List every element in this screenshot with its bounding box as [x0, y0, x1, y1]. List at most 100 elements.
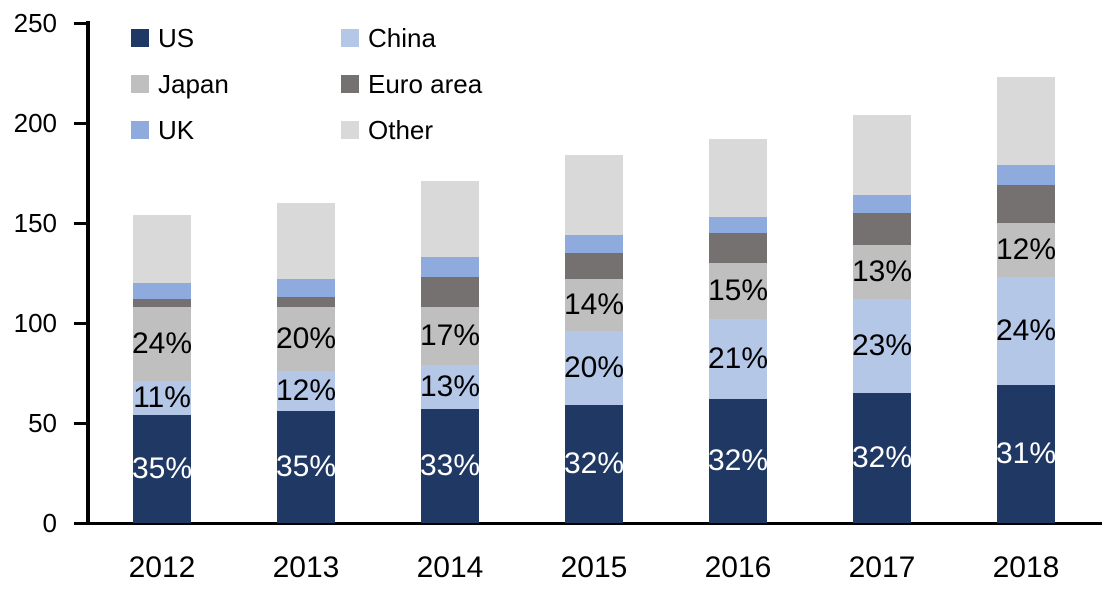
bar-segment-euro-area-2012: [133, 299, 191, 307]
segment-percent-label: 11%: [133, 381, 191, 414]
segment-percent-label: 24%: [131, 327, 193, 360]
segment-percent-label: 35%: [275, 450, 337, 483]
segment-percent-label: 33%: [419, 449, 481, 482]
segment-percent-label: 21%: [707, 342, 769, 375]
bar-segment-china-2012: 11%: [133, 381, 191, 415]
y-axis-tick-label: 200: [13, 108, 57, 138]
legend-label: China: [368, 22, 436, 53]
bar-segment-us-2014: 33%: [419, 409, 481, 523]
x-axis-tick-label: 2017: [848, 551, 916, 584]
legend-item-us: US: [131, 23, 341, 54]
segment-percent-label: 32%: [851, 441, 913, 474]
legend-item-euro-area: Euro area: [341, 69, 482, 100]
bar-segment-euro-area-2016: [709, 233, 767, 263]
legend-label: US: [158, 22, 195, 53]
legend-label: UK: [158, 114, 195, 145]
segment-percent-label: 24%: [995, 314, 1057, 347]
segment-percent-label: 23%: [851, 329, 913, 362]
bar-segment-japan-2015: 14%: [563, 279, 625, 331]
bar-segment-china-2013: 12%: [275, 371, 337, 411]
bar-segment-uk-2017: [853, 195, 911, 213]
bar-segment-uk-2015: [565, 235, 623, 253]
segment-percent-label: 32%: [707, 444, 769, 477]
bar-segment-other-2015: [565, 155, 623, 235]
x-axis-tick-label: 2012: [128, 551, 196, 584]
bar-segment-euro-area-2017: [853, 213, 911, 245]
x-axis-tick-label: 2013: [272, 551, 340, 584]
x-axis-tick-label: 2014: [416, 551, 484, 584]
bar-segment-uk-2016: [709, 217, 767, 233]
bar-segment-euro-area-2013: [277, 297, 335, 307]
x-axis-line: [86, 522, 1102, 525]
bar-segment-china-2015: 20%: [563, 331, 625, 405]
bar-segment-uk-2018: [997, 165, 1055, 185]
bar-segment-japan-2014: 17%: [419, 307, 481, 365]
legend-label: Other: [368, 114, 434, 145]
segment-percent-label: 17%: [419, 319, 481, 352]
bar-segment-euro-area-2015: [565, 253, 623, 279]
bar-segment-china-2016: 21%: [707, 319, 769, 399]
y-axis-tick: [74, 22, 89, 25]
x-axis-tick-label: 2018: [992, 551, 1060, 584]
bar-segment-uk-2012: [133, 283, 191, 299]
bar-segment-other-2017: [853, 115, 911, 195]
bar-segment-other-2012: [133, 215, 191, 283]
bar-segment-japan-2016: 15%: [707, 263, 769, 319]
legend-label: Euro area: [368, 68, 483, 99]
x-axis-tick-label: 2016: [704, 551, 772, 584]
segment-percent-label: 20%: [563, 351, 625, 384]
legend-swatch-icon: [131, 75, 149, 93]
legend-swatch-icon: [341, 121, 359, 139]
segment-percent-label: 32%: [563, 447, 625, 480]
y-axis-tick: [74, 222, 89, 225]
y-axis-tick-label: 150: [13, 208, 57, 238]
bar-segment-us-2017: 32%: [851, 393, 913, 523]
bar-segment-china-2017: 23%: [851, 299, 913, 393]
legend-swatch-icon: [131, 29, 149, 47]
bar-segment-china-2018: 24%: [995, 277, 1057, 385]
bar-segment-uk-2013: [277, 279, 335, 297]
bar-segment-us-2015: 32%: [563, 405, 625, 523]
legend-item-other: Other: [341, 115, 482, 146]
legend-swatch-icon: [341, 29, 359, 47]
y-axis-tick: [74, 522, 89, 525]
y-axis-tick: [74, 322, 89, 325]
bar-segment-us-2012: 35%: [131, 415, 193, 523]
y-axis-tick: [74, 422, 89, 425]
segment-percent-label: 14%: [563, 288, 625, 321]
legend-swatch-icon: [341, 75, 359, 93]
legend: US China Japan Euro area UK Other: [131, 15, 482, 153]
bar-segment-euro-area-2018: [997, 185, 1055, 223]
bar-segment-other-2018: [997, 77, 1055, 165]
segment-percent-label: 12%: [275, 374, 337, 407]
bar-segment-us-2016: 32%: [707, 399, 769, 523]
legend-item-china: China: [341, 23, 482, 54]
legend-swatch-icon: [131, 121, 149, 139]
x-axis-tick-label: 2015: [560, 551, 628, 584]
segment-percent-label: 31%: [995, 437, 1057, 470]
y-axis-tick-label: 250: [13, 8, 57, 38]
bar-segment-other-2014: [421, 181, 479, 257]
y-axis-tick: [74, 122, 89, 125]
segment-percent-label: 15%: [707, 274, 769, 307]
bar-segment-uk-2014: [421, 257, 479, 277]
segment-percent-label: 13%: [419, 370, 481, 403]
bar-segment-japan-2012: 24%: [131, 307, 193, 381]
segment-percent-label: 35%: [131, 452, 193, 485]
y-axis-tick-label: 100: [13, 308, 57, 338]
legend-item-japan: Japan: [131, 69, 341, 100]
y-axis-tick-label: 50: [28, 408, 57, 438]
segment-percent-label: 20%: [275, 322, 337, 355]
bar-segment-us-2018: 31%: [995, 385, 1057, 523]
bar-segment-other-2013: [277, 203, 335, 279]
bar-segment-japan-2018: 12%: [996, 223, 1056, 277]
bar-segment-japan-2013: 20%: [275, 307, 337, 371]
bar-segment-us-2013: 35%: [275, 411, 337, 523]
y-axis-tick-label: 0: [42, 508, 57, 538]
bar-segment-japan-2017: 13%: [851, 245, 913, 299]
bar-segment-euro-area-2014: [421, 277, 479, 307]
bar-segment-china-2014: 13%: [419, 365, 481, 409]
legend-label: Japan: [158, 68, 229, 99]
segment-percent-label: 13%: [851, 255, 913, 288]
